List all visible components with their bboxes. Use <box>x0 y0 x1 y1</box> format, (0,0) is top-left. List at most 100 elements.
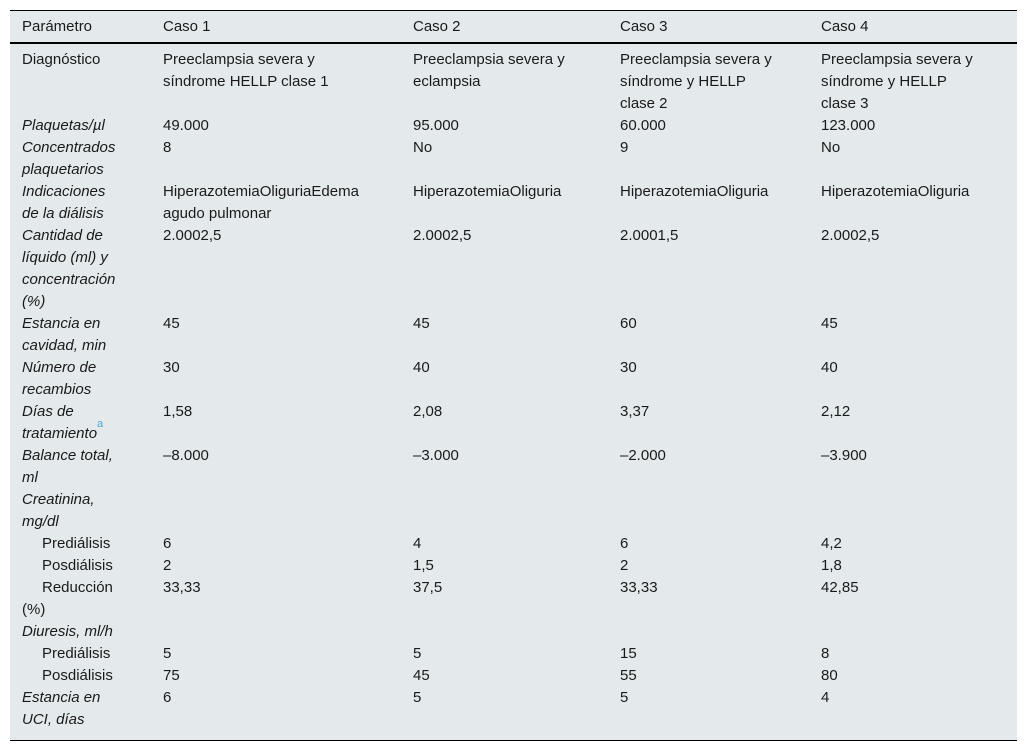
case2-value: –3.000 <box>413 447 459 464</box>
case2-value <box>413 489 620 533</box>
case3-value: 15 <box>620 645 637 662</box>
case2-value: 45 <box>413 667 430 684</box>
case4-value: 123.000 <box>821 117 876 134</box>
case3-value <box>620 621 821 643</box>
parameter-label-cell: Indicaciones de la diálisis <box>10 181 163 225</box>
case4-value: 4 <box>821 689 830 706</box>
case2-value: No <box>413 139 433 156</box>
parameter-label: Estancia en UCI, días <box>22 689 101 728</box>
case1-value: –8.000 <box>163 447 209 464</box>
case2-value: 45 <box>413 315 430 332</box>
case1-value: 5 <box>163 645 172 662</box>
case2-value: 5 <box>413 645 422 662</box>
case4-value: –3.900 <box>821 447 867 464</box>
case1-value: 1,58 <box>163 403 193 420</box>
table-row: Días de tratamientoa 1,58 2,08 3,37 2,12 <box>10 401 1017 445</box>
case2-value: 40 <box>413 359 430 376</box>
case1-value: 2 <box>163 557 172 574</box>
case4-value: No <box>821 139 841 156</box>
parameter-label: Prediálisis <box>42 645 111 662</box>
case4-value: 2.0002,5 <box>821 227 880 244</box>
case3-value: –2.000 <box>620 447 666 464</box>
column-header-parametro: Parámetro <box>10 10 163 44</box>
case2-value: 4 <box>413 535 422 552</box>
case2-value: 2.0002,5 <box>413 227 472 244</box>
case1-value: 45 <box>163 315 180 332</box>
case3-value: 2 <box>620 557 629 574</box>
case1-value: 6 <box>163 535 172 552</box>
parameter-label: Cantidad de líquido (ml) y concentración… <box>22 227 116 310</box>
case1-value: HiperazotemiaOliguriaEdema agudo pulmona… <box>163 183 359 222</box>
parameter-label: Plaquetas/µl <box>22 117 105 134</box>
column-header-caso2: Caso 2 <box>413 10 620 44</box>
parameter-label-cell: Prediálisis <box>10 533 163 555</box>
case3-value: 55 <box>620 667 637 684</box>
case4-value: 4,2 <box>821 535 842 552</box>
case4-value <box>821 621 1017 643</box>
case4-value: HiperazotemiaOliguria <box>821 183 970 200</box>
parameter-label-cell: Concentrados plaquetarios <box>10 137 163 181</box>
case2-value <box>413 621 620 643</box>
case4-value: 40 <box>821 359 838 376</box>
table-row: Estancia en cavidad, min 45 45 60 45 <box>10 313 1017 357</box>
table-row: Prediálisis 6 4 6 4,2 <box>10 533 1017 555</box>
table-row: Creatinina, mg/dl <box>10 489 1017 533</box>
case3-value: 60 <box>620 315 637 332</box>
parameter-label: Balance total, ml <box>22 447 113 486</box>
table-row: Prediálisis 5 5 15 8 <box>10 643 1017 665</box>
column-header-caso4: Caso 4 <box>821 10 1017 44</box>
case1-value: 33,33 <box>163 579 201 596</box>
table-row: Número de recambios 30 40 30 40 <box>10 357 1017 401</box>
case2-value: 1,5 <box>413 557 434 574</box>
table-row: Posdiálisis 75 45 55 80 <box>10 665 1017 687</box>
parameter-label-cell: Posdiálisis <box>10 665 163 687</box>
parameter-label: Prediálisis <box>42 535 111 552</box>
case4-value: 1,8 <box>821 557 842 574</box>
table-row: Balance total, ml –8.000 –3.000 –2.000 –… <box>10 445 1017 489</box>
case3-value: 2.0001,5 <box>620 227 679 244</box>
header-row: Parámetro Caso 1 Caso 2 Caso 3 Caso 4 <box>10 10 1017 44</box>
case4-value: 2,12 <box>821 403 851 420</box>
table-row: Estancia en UCI, días 6 5 5 4 <box>10 687 1017 741</box>
parameter-label: Indicaciones de la diálisis <box>22 183 106 222</box>
case2-value: Preeclampsia severa y eclampsia <box>413 51 565 90</box>
parameter-label-cell: Diagnóstico <box>10 43 163 115</box>
case3-value: 30 <box>620 359 637 376</box>
table-row: Posdiálisis 2 1,5 2 1,8 <box>10 555 1017 577</box>
table-row: Indicaciones de la diálisis Hiperazotemi… <box>10 181 1017 225</box>
parameter-label: Posdiálisis <box>42 667 113 684</box>
parameter-label-cell: Plaquetas/µl <box>10 115 163 137</box>
parameter-label: Estancia en cavidad, min <box>22 315 107 354</box>
parameter-label: Número de recambios <box>22 359 97 398</box>
table-row: Plaquetas/µl 49.000 95.000 60.000 123.00… <box>10 115 1017 137</box>
case1-value <box>163 489 413 533</box>
case3-value: HiperazotemiaOliguria <box>620 183 769 200</box>
column-header-caso3: Caso 3 <box>620 10 821 44</box>
parameter-label-cell: Posdiálisis <box>10 555 163 577</box>
parameter-label-cell: Días de tratamientoa <box>10 401 163 445</box>
case1-value: 8 <box>163 139 172 156</box>
case3-value: 33,33 <box>620 579 658 596</box>
case-comparison-table: Parámetro Caso 1 Caso 2 Caso 3 Caso 4 Di… <box>10 10 1017 741</box>
parameter-label-cell: Balance total, ml <box>10 445 163 489</box>
case3-value: 5 <box>620 689 629 706</box>
case1-value: 75 <box>163 667 180 684</box>
parameter-label-cell: Diuresis, ml/h <box>10 621 163 643</box>
table-row: Reducción (%) 33,33 37,5 33,33 42,85 <box>10 577 1017 621</box>
case2-value: HiperazotemiaOliguria <box>413 183 562 200</box>
parameter-label: Concentrados plaquetarios <box>22 139 116 178</box>
case1-value: 49.000 <box>163 117 209 134</box>
case1-value: 30 <box>163 359 180 376</box>
table-body: Diagnóstico Preeclampsia severa y síndro… <box>10 43 1017 741</box>
footnote-marker-a: a <box>97 418 104 430</box>
parameter-label: Reducción (%) <box>22 579 113 618</box>
case4-value: 42,85 <box>821 579 859 596</box>
case3-value: Preeclampsia severa y síndrome y HELLP c… <box>620 51 772 112</box>
case3-value: 6 <box>620 535 629 552</box>
case2-value: 5 <box>413 689 422 706</box>
case3-value: 3,37 <box>620 403 650 420</box>
case2-value: 2,08 <box>413 403 443 420</box>
case4-value: 8 <box>821 645 830 662</box>
case3-value: 60.000 <box>620 117 666 134</box>
